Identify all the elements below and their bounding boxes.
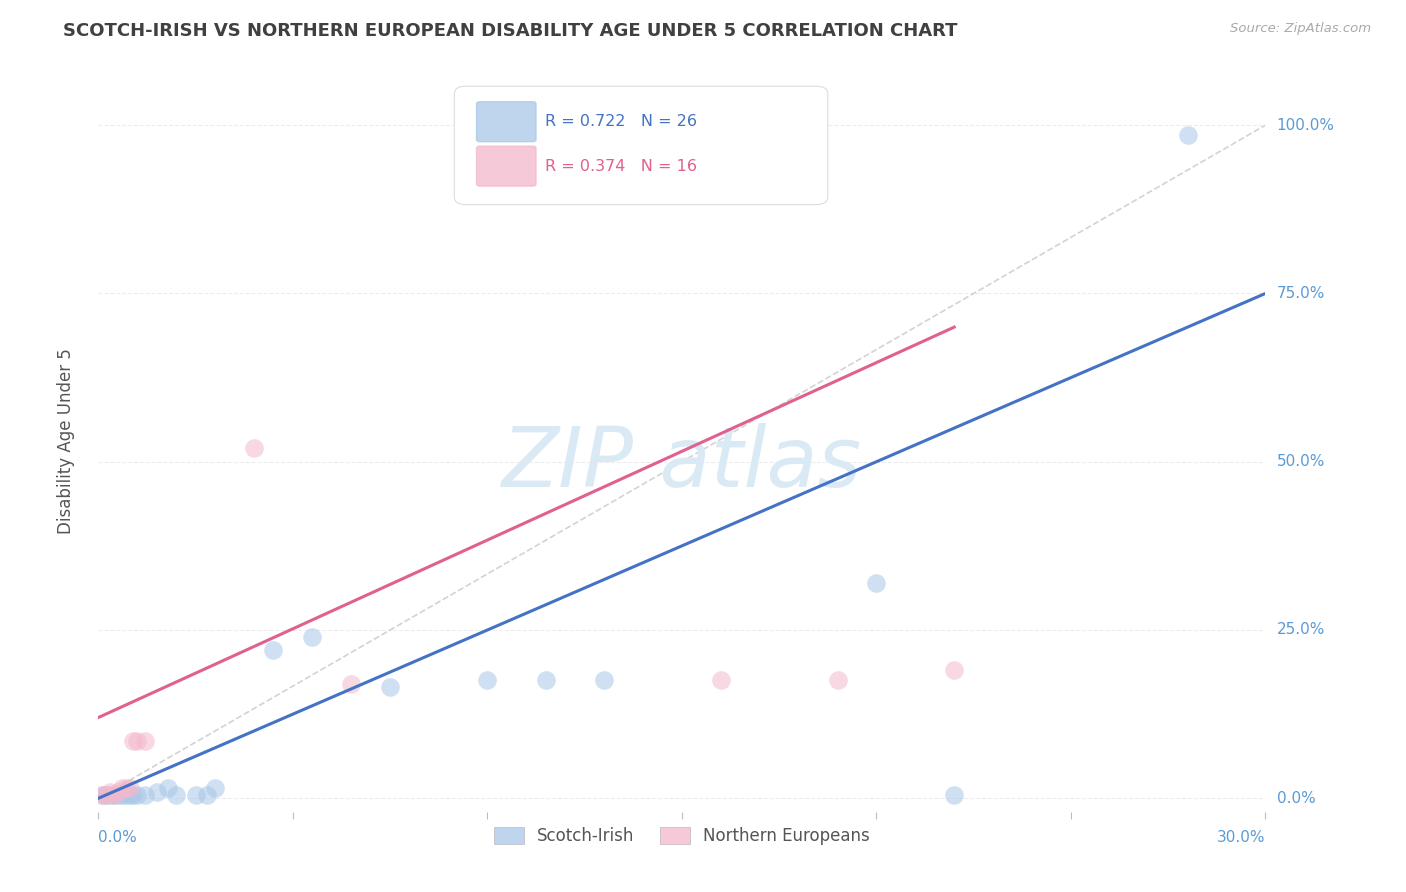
Text: 100.0%: 100.0% — [1277, 118, 1334, 133]
Point — [943, 664, 966, 678]
Point — [134, 734, 156, 748]
FancyBboxPatch shape — [477, 102, 536, 142]
Point — [157, 781, 180, 796]
Point — [477, 673, 499, 688]
Point — [204, 781, 226, 796]
Text: 0.0%: 0.0% — [98, 830, 138, 846]
Point — [122, 788, 145, 802]
Point — [184, 788, 207, 802]
Text: Source: ZipAtlas.com: Source: ZipAtlas.com — [1230, 22, 1371, 36]
Point — [96, 788, 118, 802]
Y-axis label: Disability Age Under 5: Disability Age Under 5 — [56, 349, 75, 534]
Point — [593, 673, 616, 688]
Point — [134, 788, 156, 802]
Point — [122, 734, 145, 748]
FancyBboxPatch shape — [477, 146, 536, 186]
Legend: Scotch-Irish, Northern Europeans: Scotch-Irish, Northern Europeans — [488, 820, 876, 852]
Text: 0.0%: 0.0% — [1277, 791, 1315, 805]
Point — [111, 788, 134, 802]
Text: R = 0.722   N = 26: R = 0.722 N = 26 — [546, 114, 697, 129]
Text: SCOTCH-IRISH VS NORTHERN EUROPEAN DISABILITY AGE UNDER 5 CORRELATION CHART: SCOTCH-IRISH VS NORTHERN EUROPEAN DISABI… — [63, 22, 957, 40]
Point — [107, 784, 129, 798]
Point — [534, 673, 557, 688]
FancyBboxPatch shape — [454, 87, 828, 204]
Point — [865, 575, 887, 590]
Point — [301, 630, 323, 644]
Text: 30.0%: 30.0% — [1218, 830, 1265, 846]
Point — [243, 442, 266, 456]
Point — [107, 788, 129, 802]
Point — [1177, 128, 1199, 143]
Text: ZIP atlas: ZIP atlas — [502, 423, 862, 504]
Point — [710, 673, 733, 688]
Point — [114, 788, 136, 802]
Point — [943, 788, 966, 802]
Text: 50.0%: 50.0% — [1277, 454, 1324, 469]
Point — [127, 734, 149, 748]
Point — [262, 643, 284, 657]
Point — [96, 788, 118, 802]
Point — [114, 781, 136, 796]
Text: R = 0.374   N = 16: R = 0.374 N = 16 — [546, 159, 697, 174]
Point — [380, 680, 402, 694]
Point — [146, 784, 169, 798]
Point — [111, 781, 134, 796]
Text: 75.0%: 75.0% — [1277, 286, 1324, 301]
Point — [118, 781, 141, 796]
Point — [827, 673, 849, 688]
Point — [118, 788, 141, 802]
Point — [91, 788, 114, 802]
Point — [91, 788, 114, 802]
Point — [103, 788, 125, 802]
Point — [103, 788, 125, 802]
Point — [165, 788, 187, 802]
Text: 25.0%: 25.0% — [1277, 623, 1324, 638]
Point — [127, 788, 149, 802]
Point — [340, 677, 363, 691]
Point — [98, 788, 121, 802]
Point — [98, 784, 121, 798]
Point — [195, 788, 218, 802]
